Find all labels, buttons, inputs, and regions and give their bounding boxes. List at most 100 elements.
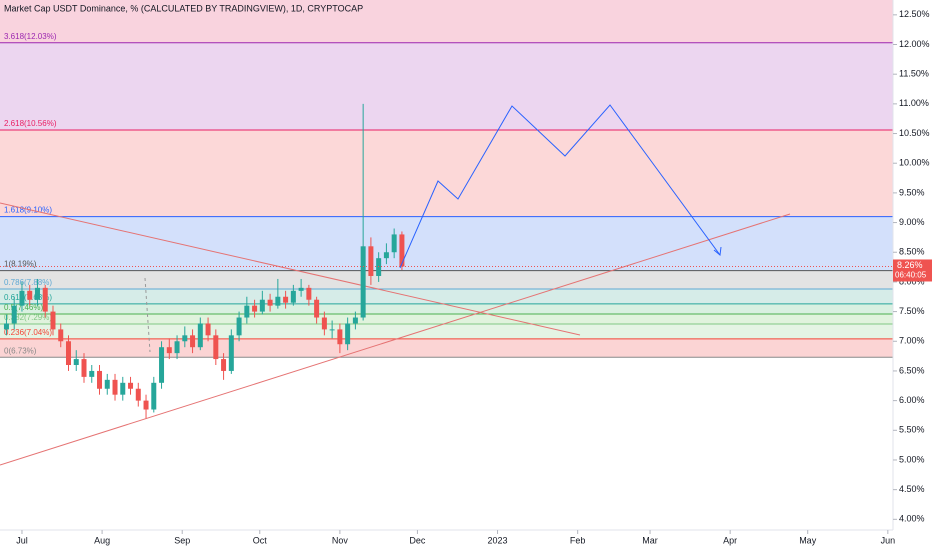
candle-body — [34, 287, 40, 300]
candle-body — [290, 290, 296, 303]
trendline — [0, 213, 791, 466]
y-tick-label: 7.50% — [899, 306, 925, 316]
candle-body — [97, 370, 103, 389]
y-tick-label: 5.50% — [899, 425, 925, 435]
candle-body — [399, 234, 405, 267]
candle-body — [81, 359, 87, 377]
candle-body — [135, 388, 141, 401]
fib-label: 1.618(9.10%) — [4, 206, 52, 215]
candle-body — [112, 379, 118, 395]
candle-body — [159, 347, 165, 383]
fib-label: 0(6.73%) — [4, 346, 37, 355]
candle-body — [182, 335, 188, 342]
y-tick-label: 10.00% — [899, 158, 930, 168]
candle-body — [345, 323, 351, 345]
fib-label: 1(8.19%) — [4, 260, 37, 269]
countdown: 06:40:05 — [895, 271, 927, 280]
fib-band — [0, 129, 893, 217]
candle-body — [244, 305, 250, 318]
x-tick-label: Mar — [642, 535, 658, 545]
candle-body — [42, 287, 48, 312]
candle-body — [368, 246, 374, 276]
dashed-line — [144, 277, 151, 353]
y-tick-label: 5.00% — [899, 454, 925, 464]
candle-body — [19, 290, 25, 306]
candle-body — [50, 311, 56, 330]
candle-body — [252, 305, 258, 312]
candle-body — [267, 299, 273, 306]
fib-label: 0.5(7.46%) — [4, 303, 43, 312]
candle-body — [143, 400, 149, 410]
fib-band — [0, 42, 893, 130]
candle-body — [65, 341, 71, 366]
x-tick-label: Aug — [94, 535, 110, 545]
candle-body — [352, 317, 358, 324]
candle-body — [283, 296, 289, 303]
x-tick-label: 2023 — [488, 535, 508, 545]
y-tick-label: 6.50% — [899, 365, 925, 375]
x-tick-label: Sep — [174, 535, 190, 545]
candle-body — [197, 323, 203, 348]
x-tick-label: Jun — [881, 535, 896, 545]
x-tick-label: Dec — [409, 535, 426, 545]
fib-label: 0.382(7.29%) — [4, 313, 52, 322]
candle-body — [128, 382, 134, 389]
candle-body — [151, 382, 157, 410]
y-tick-label: 12.00% — [899, 39, 930, 49]
y-tick-label: 10.50% — [899, 128, 930, 138]
candle-body — [174, 341, 180, 354]
y-tick-label: 9.50% — [899, 187, 925, 197]
candle-body — [236, 317, 242, 336]
candle-body — [11, 305, 17, 324]
chart-title: Market Cap USDT Dominance, % (CALCULATED… — [4, 3, 363, 13]
last-price-label: 8.26% — [897, 260, 923, 270]
x-tick-label: Apr — [723, 535, 737, 545]
fib-band — [0, 270, 893, 290]
x-tick-label: Nov — [332, 535, 349, 545]
y-tick-label: 4.50% — [899, 484, 925, 494]
candle-body — [298, 287, 304, 291]
y-tick-label: 9.00% — [899, 217, 925, 227]
candle-body — [376, 258, 382, 276]
trendline — [0, 202, 581, 336]
fib-band — [0, 338, 893, 358]
fib-band — [0, 303, 893, 314]
candle-body — [321, 317, 327, 330]
candle-body — [275, 296, 281, 306]
x-tick-label: Oct — [253, 535, 268, 545]
candle-body — [166, 347, 172, 354]
y-tick-label: 11.50% — [899, 69, 929, 79]
y-tick-label: 11.00% — [899, 98, 929, 108]
y-tick-label: 8.50% — [899, 247, 925, 257]
x-tick-label: Feb — [570, 535, 586, 545]
candle-body — [213, 335, 219, 360]
candle-body — [205, 323, 211, 336]
y-tick-label: 7.00% — [899, 336, 925, 346]
candle-body — [104, 379, 110, 389]
y-tick-label: 12.50% — [899, 9, 930, 19]
fib-label: 2.618(10.56%) — [4, 119, 57, 128]
fib-label: 0.236(7.04%) — [4, 328, 52, 337]
candle-body — [329, 329, 335, 331]
candle-body — [383, 252, 389, 259]
fib-band — [0, 0, 893, 43]
candle-body — [58, 329, 64, 342]
x-tick-label: May — [799, 535, 817, 545]
fib-label: 0.786(7.88%) — [4, 278, 52, 287]
candle-body — [306, 287, 312, 300]
candle-body — [259, 299, 265, 312]
candle-body — [314, 299, 320, 318]
candle-body — [73, 359, 79, 366]
projection-path — [399, 104, 721, 269]
candle-body — [337, 329, 343, 345]
candle-body — [360, 246, 366, 318]
fib-label: 3.618(12.03%) — [4, 32, 57, 41]
x-tick-label: Jul — [16, 535, 28, 545]
projection-arrow — [713, 246, 722, 256]
candle-body — [391, 234, 397, 253]
candle-body — [120, 382, 126, 395]
fib-band — [0, 216, 893, 271]
candle-body — [27, 290, 33, 300]
fib-band — [0, 289, 893, 304]
